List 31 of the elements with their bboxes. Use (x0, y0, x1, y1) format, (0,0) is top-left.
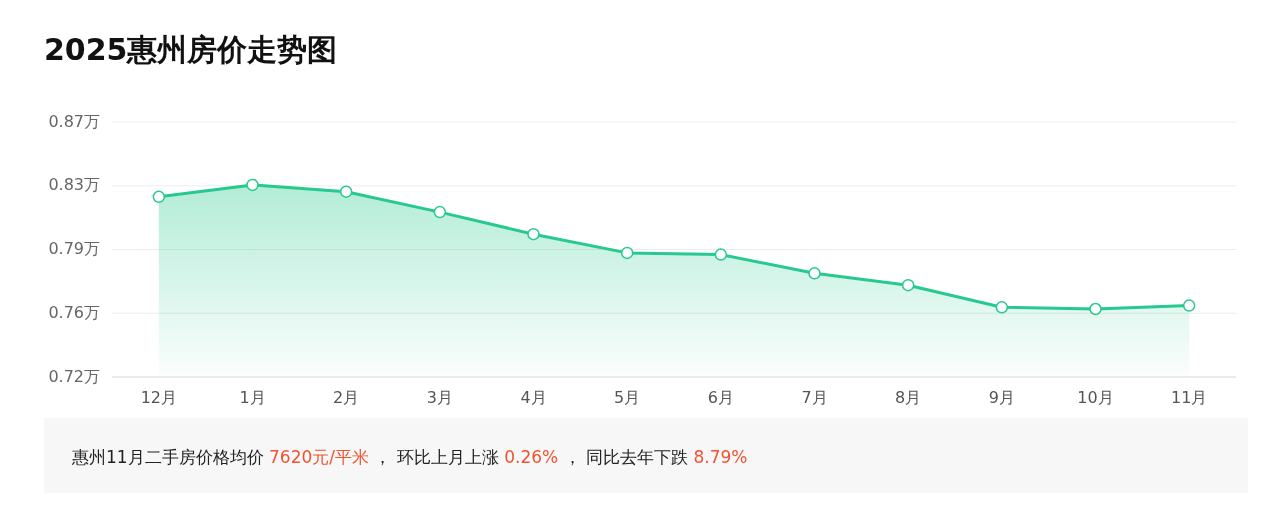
y-tick-label: 0.76万 (48, 302, 100, 322)
y-tick-label: 0.87万 (48, 111, 100, 131)
x-tick-label: 7月 (801, 388, 828, 407)
point (527, 227, 540, 241)
point (995, 301, 1009, 314)
x-tick-label: 2月 (333, 388, 360, 407)
x-tick-label: 4月 (520, 388, 547, 407)
x-tick-label: 12月 (140, 388, 178, 407)
x-tick-label: 9月 (988, 388, 1015, 407)
point (433, 205, 447, 219)
point (1182, 299, 1196, 312)
point (901, 278, 915, 292)
x-tick-label: 11月 (1170, 388, 1208, 407)
y-tick-label: 0.83万 (48, 175, 100, 195)
y-tick-label: 0.72万 (48, 366, 100, 386)
x-tick-label: 6月 (707, 388, 734, 407)
x-tick-label: 8月 (895, 388, 922, 407)
point (246, 178, 259, 192)
point (1089, 302, 1102, 316)
x-tick-label: 10月 (1077, 388, 1114, 407)
y-tick-label: 0.79万 (48, 239, 100, 258)
x-tick-label: 3月 (426, 388, 453, 407)
x-tick-label: 5月 (614, 388, 641, 407)
point (339, 185, 353, 198)
point (714, 248, 728, 261)
x-tick-label: 1月 (239, 388, 266, 407)
chart-title: 2025惠州房价走势图 (44, 32, 338, 67)
point (620, 246, 634, 260)
text: 惠州11月二手房价格均价 7620元/平米 ， 环比上月上涨 0.26% ， 同比去年下跌 8.79% (71, 447, 748, 467)
point (808, 267, 821, 280)
point (152, 190, 166, 204)
